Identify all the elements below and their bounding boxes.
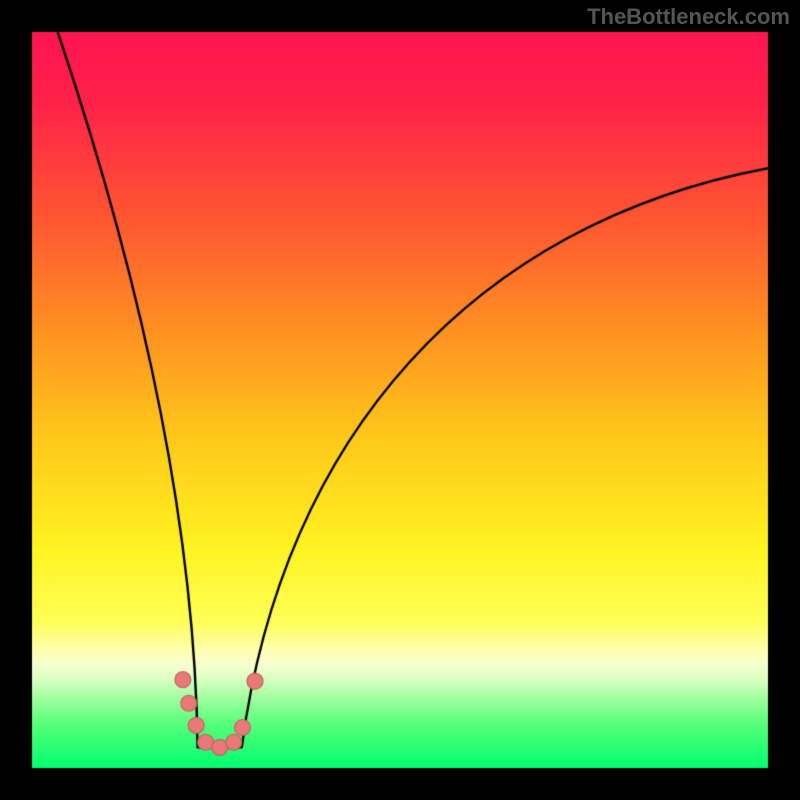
- marker-layer: [0, 0, 800, 800]
- chart-stage: TheBottleneck.com: [0, 0, 800, 800]
